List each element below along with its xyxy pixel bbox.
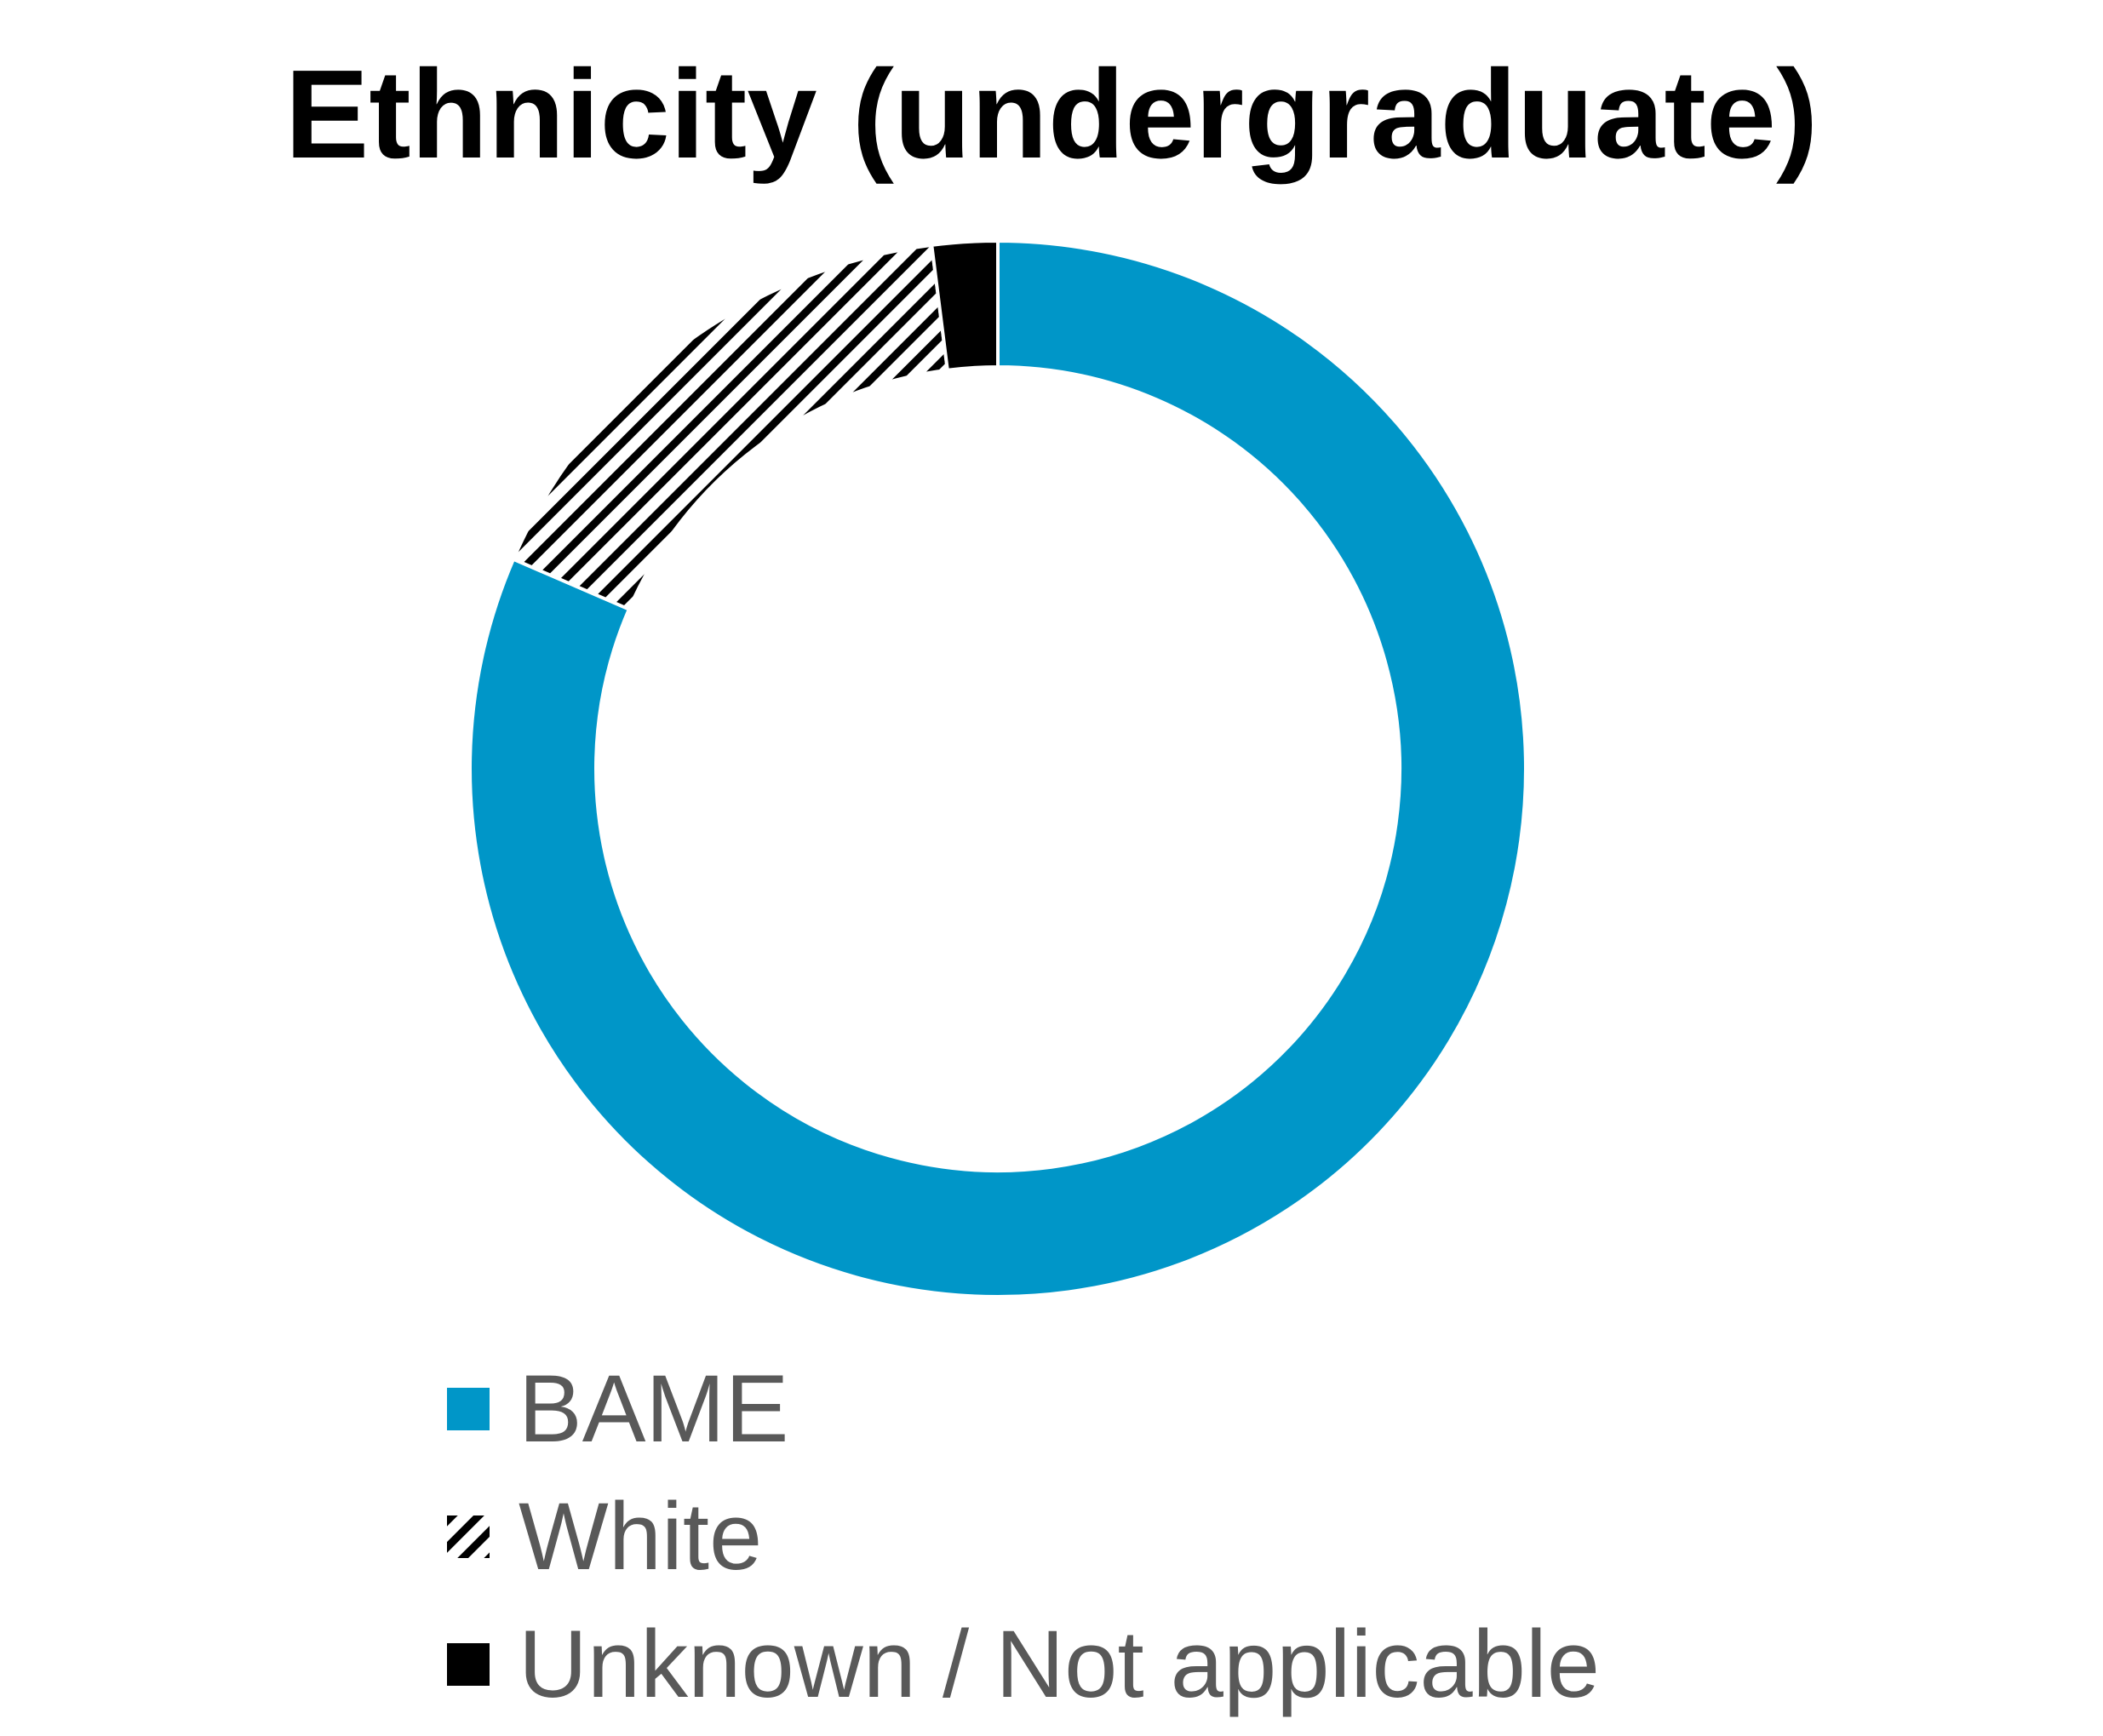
legend-swatch-unknown [447, 1643, 490, 1686]
legend: BAME White Unknown / Not applicable [447, 1345, 1600, 1728]
legend-swatch-bame [447, 1388, 490, 1430]
legend-item-bame: BAME [447, 1345, 1600, 1473]
donut-slice-bame [468, 238, 1527, 1298]
legend-item-white: White [447, 1473, 1600, 1601]
legend-label-white: White [519, 1483, 763, 1590]
legend-swatch-white [447, 1515, 490, 1558]
chart-title: Ethnicity (undergraduate) [284, 44, 1819, 185]
donut-slice-unknown [930, 238, 1000, 372]
legend-item-unknown: Unknown / Not applicable [447, 1601, 1600, 1728]
legend-label-unknown: Unknown / Not applicable [519, 1611, 1601, 1717]
legend-label-bame: BAME [519, 1355, 789, 1462]
donut-slices [468, 238, 1527, 1298]
donut-slice-white [511, 243, 950, 612]
